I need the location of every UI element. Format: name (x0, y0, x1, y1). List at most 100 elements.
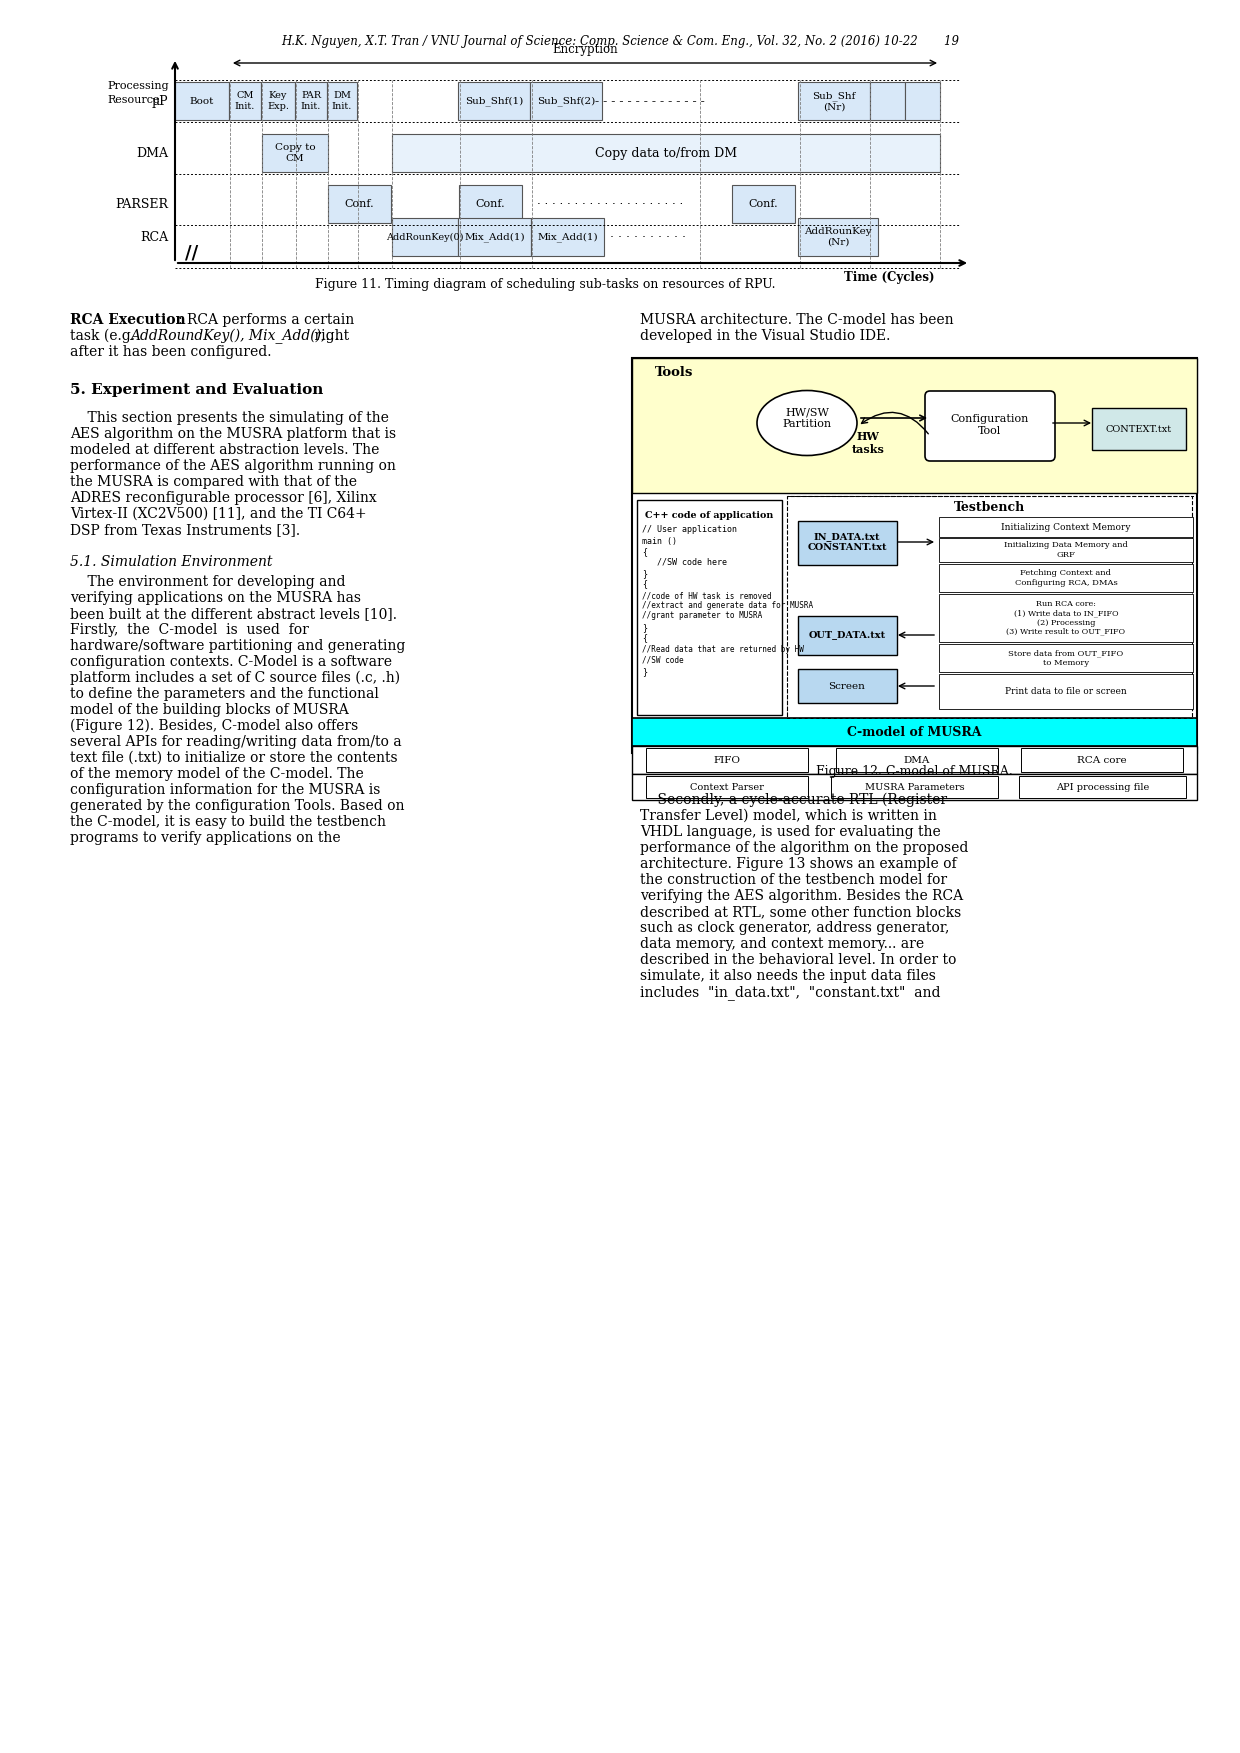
Text: C-model of MUSRA: C-model of MUSRA (847, 726, 982, 738)
FancyBboxPatch shape (939, 594, 1193, 642)
Text: described at RTL, some other function blocks: described at RTL, some other function bl… (640, 905, 961, 919)
Ellipse shape (756, 391, 857, 456)
Text: HW
tasks: HW tasks (852, 431, 884, 454)
FancyBboxPatch shape (1092, 408, 1185, 451)
FancyBboxPatch shape (799, 82, 870, 119)
FancyBboxPatch shape (632, 775, 1197, 799)
FancyBboxPatch shape (392, 217, 458, 256)
Text: This section presents the simulating of the: This section presents the simulating of … (69, 410, 389, 424)
Text: described in the behavioral level. In order to: described in the behavioral level. In or… (640, 954, 956, 968)
FancyBboxPatch shape (295, 82, 327, 119)
FancyBboxPatch shape (732, 186, 795, 223)
Text: Boot: Boot (190, 96, 215, 105)
Text: Context Parser: Context Parser (691, 782, 764, 792)
Text: the C-model, it is easy to build the testbench: the C-model, it is easy to build the tes… (69, 815, 386, 829)
Text: //grant parameter to MUSRA: //grant parameter to MUSRA (642, 612, 763, 621)
Text: modeled at different abstraction levels. The: modeled at different abstraction levels.… (69, 444, 379, 458)
FancyBboxPatch shape (632, 747, 1197, 775)
Text: Figure 11. Timing diagram of scheduling sub-tasks on resources of RPU.: Figure 11. Timing diagram of scheduling … (315, 279, 775, 291)
Text: CONTEXT.txt: CONTEXT.txt (1106, 424, 1172, 433)
Text: Copy to
CM: Copy to CM (275, 144, 315, 163)
Text: DSP from Texas Instruments [3].: DSP from Texas Instruments [3]. (69, 522, 300, 536)
Text: AES algorithm on the MUSRA platform that is: AES algorithm on the MUSRA platform that… (69, 428, 396, 442)
FancyBboxPatch shape (836, 749, 998, 771)
Text: Conf.: Conf. (476, 200, 506, 209)
Text: Secondly, a cycle-accurate RTL (Register: Secondly, a cycle-accurate RTL (Register (640, 792, 947, 808)
Text: generated by the configuration Tools. Based on: generated by the configuration Tools. Ba… (69, 799, 404, 813)
Text: developed in the Visual Studio IDE.: developed in the Visual Studio IDE. (640, 330, 890, 344)
Text: Screen: Screen (828, 682, 866, 691)
Text: RCA: RCA (140, 230, 167, 244)
FancyBboxPatch shape (262, 133, 329, 172)
Text: AddRounKey(0): AddRounKey(0) (386, 233, 464, 242)
FancyBboxPatch shape (646, 749, 808, 771)
Text: 5.1. Simulation Environment: 5.1. Simulation Environment (69, 556, 273, 570)
FancyBboxPatch shape (905, 82, 940, 119)
Text: Time (Cycles): Time (Cycles) (844, 272, 935, 284)
Text: Encryption: Encryption (552, 44, 618, 56)
Text: MUSRA architecture. The C-model has been: MUSRA architecture. The C-model has been (640, 314, 954, 328)
Text: right: right (310, 330, 350, 344)
FancyBboxPatch shape (1021, 749, 1183, 771)
Text: Mix_Add(1): Mix_Add(1) (464, 231, 525, 242)
Text: Figure 12. C-model of MUSRA.: Figure 12. C-model of MUSRA. (816, 764, 1013, 778)
Text: architecture. Figure 13 shows an example of: architecture. Figure 13 shows an example… (640, 857, 956, 871)
FancyBboxPatch shape (327, 82, 357, 119)
Text: }: } (642, 622, 647, 633)
Text: Sub_Shf
(Nr): Sub_Shf (Nr) (812, 91, 856, 110)
FancyBboxPatch shape (925, 391, 1055, 461)
Text: API processing file: API processing file (1056, 782, 1149, 792)
Text: been built at the different abstract levels [10].: been built at the different abstract lev… (69, 607, 397, 621)
Text: The environment for developing and: The environment for developing and (69, 575, 346, 589)
FancyBboxPatch shape (939, 538, 1193, 563)
FancyBboxPatch shape (799, 217, 878, 256)
Text: //code of HW task is removed: //code of HW task is removed (642, 591, 771, 600)
Text: {: { (642, 633, 647, 642)
Text: AddRounKey
(Nr): AddRounKey (Nr) (805, 228, 872, 247)
Text: includes  "in_data.txt",  "constant.txt"  and: includes "in_data.txt", "constant.txt" a… (640, 985, 940, 999)
Text: Conf.: Conf. (345, 200, 374, 209)
FancyBboxPatch shape (329, 186, 391, 223)
Text: RCA core: RCA core (1078, 756, 1127, 764)
Text: Initializing Data Memory and
GRF: Initializing Data Memory and GRF (1004, 542, 1128, 559)
FancyBboxPatch shape (831, 777, 998, 798)
Text: //SW code here: //SW code here (642, 557, 727, 566)
FancyBboxPatch shape (637, 500, 782, 715)
Text: FIFO: FIFO (713, 756, 740, 764)
Text: //Read data that are returned by HW: //Read data that are returned by HW (642, 645, 804, 654)
Text: OUT_DATA.txt: OUT_DATA.txt (808, 631, 885, 640)
FancyBboxPatch shape (458, 217, 531, 256)
FancyBboxPatch shape (646, 777, 808, 798)
Text: DMA: DMA (904, 756, 930, 764)
FancyBboxPatch shape (531, 217, 604, 256)
Text: Print data to file or screen: Print data to file or screen (1006, 687, 1127, 696)
Text: PARSER: PARSER (115, 198, 167, 210)
Text: Sub_Shf(2): Sub_Shf(2) (537, 96, 595, 105)
Text: Tools: Tools (655, 366, 693, 379)
Text: configuration contexts. C-Model is a software: configuration contexts. C-Model is a sof… (69, 656, 392, 670)
Text: Transfer Level) model, which is written in: Transfer Level) model, which is written … (640, 808, 937, 822)
Text: Initializing Context Memory: Initializing Context Memory (1001, 522, 1131, 531)
Text: main (): main () (642, 536, 677, 545)
Text: : RCA performs a certain: : RCA performs a certain (179, 314, 355, 328)
Text: - - - - - - - - - - - - - -: - - - - - - - - - - - - - - (595, 95, 704, 107)
Text: after it has been configured.: after it has been configured. (69, 345, 272, 359)
FancyBboxPatch shape (175, 82, 229, 119)
FancyBboxPatch shape (229, 82, 260, 119)
Text: Key
Exp.: Key Exp. (267, 91, 289, 110)
Text: MUSRA Parameters: MUSRA Parameters (864, 782, 965, 792)
Text: // User application: // User application (642, 524, 737, 535)
Text: }: } (642, 666, 647, 677)
Text: configuration information for the MUSRA is: configuration information for the MUSRA … (69, 784, 381, 798)
Text: {: { (642, 547, 647, 556)
Text: verifying the AES algorithm. Besides the RCA: verifying the AES algorithm. Besides the… (640, 889, 963, 903)
Text: Fetching Context and
Configuring RCA, DMAs: Fetching Context and Configuring RCA, DM… (1014, 570, 1117, 587)
Text: //SW code: //SW code (642, 656, 683, 664)
Text: Run RCA core:
(1) Write data to IN_FIFO
(2) Processing
(3) Write result to OUT_F: Run RCA core: (1) Write data to IN_FIFO … (1007, 600, 1126, 636)
Text: µP: µP (151, 95, 167, 107)
Text: of the memory model of the C-model. The: of the memory model of the C-model. The (69, 768, 363, 782)
FancyBboxPatch shape (632, 719, 1197, 747)
Text: model of the building blocks of MUSRA: model of the building blocks of MUSRA (69, 703, 348, 717)
Text: verifying applications on the MUSRA has: verifying applications on the MUSRA has (69, 591, 361, 605)
Text: Mix_Add(1): Mix_Add(1) (537, 231, 598, 242)
